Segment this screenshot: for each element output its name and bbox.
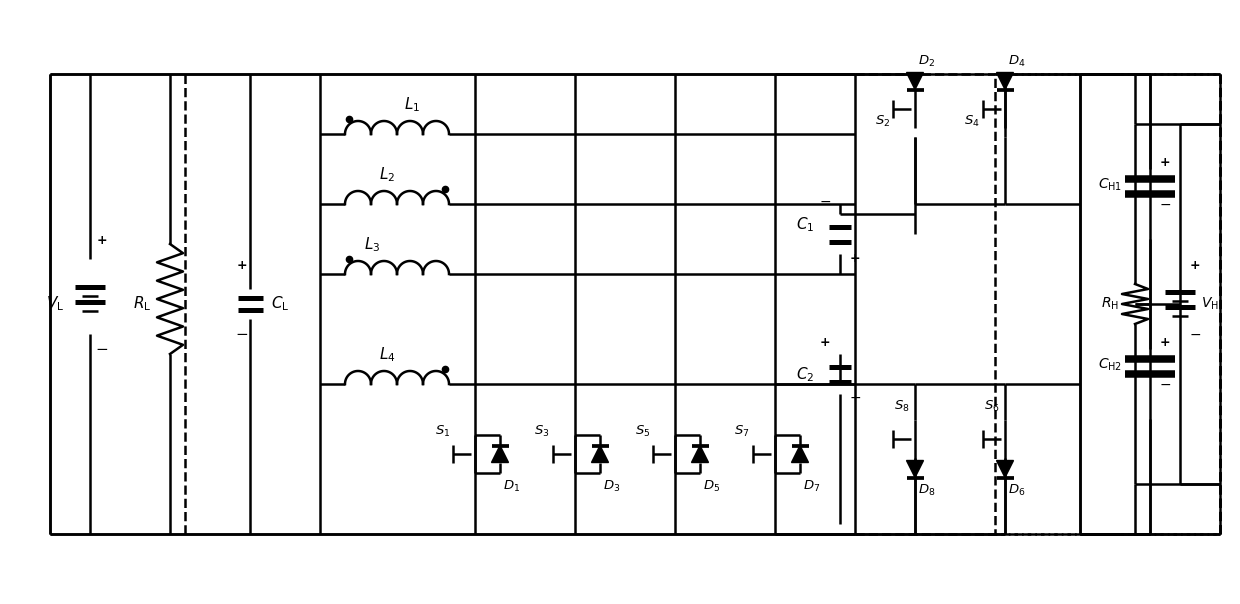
Text: $S_3$: $S_3$ [534,424,551,439]
Text: $C_2$: $C_2$ [796,365,815,384]
Text: −: − [1189,328,1200,342]
Text: $D_8$: $D_8$ [918,483,935,498]
Text: $L_2$: $L_2$ [379,165,396,184]
Text: $D_3$: $D_3$ [603,479,620,494]
Text: $C_1$: $C_1$ [796,215,815,234]
Text: $R_{\rm H}$: $R_{\rm H}$ [1101,296,1118,312]
Text: $D_1$: $D_1$ [503,479,521,494]
Text: −: − [1159,378,1171,392]
Text: +: + [237,259,247,272]
Bar [994,74,1220,534]
Text: +: + [1159,156,1171,169]
Polygon shape [997,72,1013,89]
Text: $V_{\rm H}$: $V_{\rm H}$ [1202,296,1219,312]
Text: −: − [95,342,108,357]
Text: $L_3$: $L_3$ [363,235,381,254]
Text: $D_5$: $D_5$ [703,479,720,494]
Text: $C_{\rm L}$: $C_{\rm L}$ [270,295,289,313]
Text: $D_2$: $D_2$ [918,54,935,69]
Text: −: − [1159,198,1171,212]
Text: $S_4$: $S_4$ [965,114,980,129]
Polygon shape [791,446,808,463]
Text: $V_{\rm L}$: $V_{\rm L}$ [46,295,64,313]
Text: $D_7$: $D_7$ [804,479,821,494]
Polygon shape [997,460,1013,478]
Text: $R_{\rm L}$: $R_{\rm L}$ [133,295,151,313]
Text: $C_{\rm H1}$: $C_{\rm H1}$ [1097,177,1122,193]
Text: $S_5$: $S_5$ [635,424,650,439]
Text: +: + [820,336,831,349]
Polygon shape [591,446,609,463]
Text: $L_4$: $L_4$ [378,345,396,364]
Text: +: + [97,234,108,247]
Text: $S_8$: $S_8$ [894,399,910,414]
Text: $D_6$: $D_6$ [1008,483,1025,498]
Text: $S_7$: $S_7$ [734,424,750,439]
Text: −: − [849,391,861,405]
Text: +: + [1189,259,1200,272]
Text: $C_{\rm H2}$: $C_{\rm H2}$ [1097,357,1122,373]
Text: −: − [820,195,831,209]
Text: $D_4$: $D_4$ [1008,54,1025,69]
Polygon shape [491,446,508,463]
Text: $L_1$: $L_1$ [404,95,420,114]
Text: $S_6$: $S_6$ [985,399,999,414]
Polygon shape [692,446,708,463]
Text: $S_2$: $S_2$ [874,114,890,129]
Text: +: + [849,252,861,265]
Text: −: − [236,327,248,342]
Text: $S_1$: $S_1$ [434,424,450,439]
Polygon shape [906,460,924,478]
Text: +: + [1159,336,1171,349]
Polygon shape [906,72,924,89]
